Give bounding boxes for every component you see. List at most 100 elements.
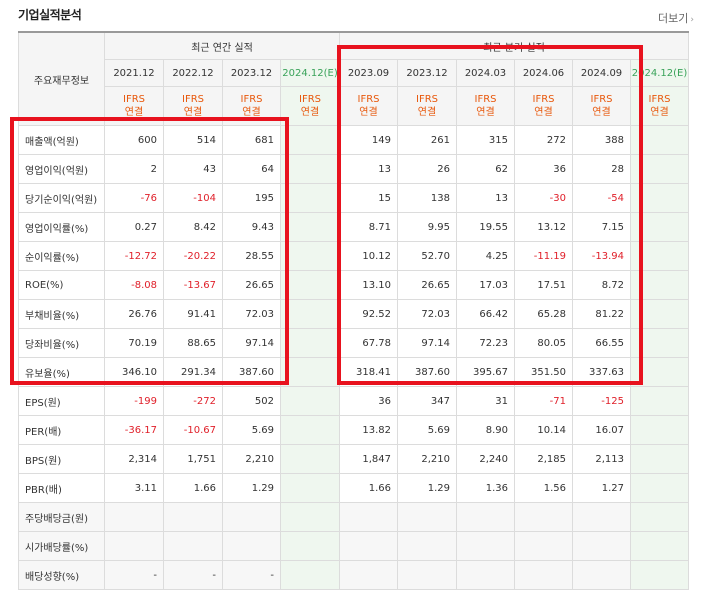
row-label: 당좌비율(%) [18, 328, 105, 358]
table-row: 영업이익(억원) 2 43 64 13 26 62 36 28 [18, 154, 689, 184]
table-cell [630, 531, 689, 561]
table-cell: 13.12 [514, 212, 573, 242]
table-cell: 261 [397, 125, 457, 155]
table-cell: 66.42 [456, 299, 515, 329]
table-cell: 72.23 [456, 328, 515, 358]
row-label: 유보율(%) [18, 357, 105, 387]
table-cell: -30 [514, 183, 573, 213]
row-label: 주당배당금(원) [18, 502, 105, 532]
table-cell [280, 212, 340, 242]
table-row: 주당배당금(원) [18, 502, 689, 532]
table-cell: -12.72 [104, 241, 164, 271]
table-cell: 62 [456, 154, 515, 184]
row-label: BPS(원) [18, 444, 105, 474]
ifrs-header: IFRS 연결 [339, 86, 398, 126]
table-cell [280, 270, 340, 300]
ifrs-label: IFRS [299, 94, 321, 105]
consolidated-label: 연결 [242, 107, 261, 118]
table-cell: 9.95 [397, 212, 457, 242]
table-cell: 97.14 [397, 328, 457, 358]
table-cell: 514 [163, 125, 223, 155]
table-cell [456, 560, 515, 590]
table-row: 영업이익률(%) 0.27 8.42 9.43 8.71 9.95 19.55 13.12 7.… [18, 212, 689, 242]
table-cell: 1.27 [572, 473, 631, 503]
row-label: 순이익률(%) [18, 241, 105, 271]
table-cell: 13 [456, 183, 515, 213]
table-cell [572, 502, 631, 532]
table-row: BPS(원) 2,314 1,751 2,210 1,847 2,210 2,240 2,18… [18, 444, 689, 474]
table-row: 당기순이익(억원) -76 -104 195 15 138 13 -30 -54 [18, 183, 689, 213]
table-cell: 1.36 [456, 473, 515, 503]
table-cell: 97.14 [222, 328, 281, 358]
table-cell [280, 125, 340, 155]
corner-label: 주요재무정보 [18, 31, 105, 126]
consolidated-label: 연결 [300, 107, 320, 118]
table-cell [280, 560, 340, 590]
table-cell: 9.43 [222, 212, 281, 242]
ifrs-label: IFRS [648, 94, 671, 105]
table-row: 매출액(억원) 600 514 681 149 261 315 272 388 [18, 125, 689, 155]
table-cell [630, 386, 689, 416]
ifrs-label: IFRS [182, 94, 204, 105]
table-cell: 8.90 [456, 415, 515, 445]
row-label: EPS(원) [18, 386, 105, 416]
table-cell: 26 [397, 154, 457, 184]
table-cell [514, 502, 573, 532]
table-cell: -104 [163, 183, 223, 213]
table-cell: 81.22 [572, 299, 631, 329]
table-row: 배당성향(%) - - - [18, 560, 689, 590]
table-cell [280, 473, 340, 503]
table-cell: 318.41 [339, 357, 398, 387]
table-cell [630, 444, 689, 474]
table-row: PER(배) -36.17 -10.67 5.69 13.82 5.69 8.90 10.14… [18, 415, 689, 445]
consolidated-label: 연결 [476, 107, 495, 118]
ifrs-header: IFRS 연결 [280, 86, 340, 126]
table-cell [339, 531, 398, 561]
row-label: 영업이익(억원) [18, 154, 105, 184]
table-cell: 2,314 [104, 444, 164, 474]
table-cell [104, 531, 164, 561]
table-cell: 3.11 [104, 473, 164, 503]
table-cell: - [222, 560, 281, 590]
table-cell: 5.69 [222, 415, 281, 445]
row-label: 배당성향(%) [18, 560, 105, 590]
table-cell: 2,113 [572, 444, 631, 474]
ifrs-header: IFRS 연결 [630, 86, 689, 126]
table-cell: 36 [339, 386, 398, 416]
table-cell [397, 560, 457, 590]
table-cell: - [104, 560, 164, 590]
ifrs-header: IFRS 연결 [456, 86, 515, 126]
table-row: PBR(배) 3.11 1.66 1.29 1.66 1.29 1.36 1.56 1.27 [18, 473, 689, 503]
quarterly-group-header: 최근 분기 실적 [339, 31, 689, 60]
table-row: 시가배당률(%) [18, 531, 689, 561]
table-cell [163, 531, 223, 561]
period-header: 2023.09 [339, 59, 398, 87]
table-cell: 65.28 [514, 299, 573, 329]
table-cell: 681 [222, 125, 281, 155]
table-cell: -11.19 [514, 241, 573, 271]
table-cell: 36 [514, 154, 573, 184]
more-link[interactable]: 더보기 › [658, 10, 694, 26]
table-cell: 26.65 [222, 270, 281, 300]
table-cell: 7.15 [572, 212, 631, 242]
consolidated-label: 연결 [359, 107, 378, 118]
table-cell: 387.60 [397, 357, 457, 387]
table-cell [630, 212, 689, 242]
table-cell: 26.76 [104, 299, 164, 329]
more-label: 더보기 [658, 12, 689, 25]
table-cell [280, 357, 340, 387]
table-cell [339, 560, 398, 590]
table-cell: 4.25 [456, 241, 515, 271]
table-cell: -8.08 [104, 270, 164, 300]
table-cell: 88.65 [163, 328, 223, 358]
table-cell [456, 531, 515, 561]
table-cell: 31 [456, 386, 515, 416]
table-cell: 395.67 [456, 357, 515, 387]
table-cell: -125 [572, 386, 631, 416]
table-cell: 17.03 [456, 270, 515, 300]
table-cell: 138 [397, 183, 457, 213]
table-cell [397, 502, 457, 532]
table-cell: 15 [339, 183, 398, 213]
table-cell: -71 [514, 386, 573, 416]
table-cell: 347 [397, 386, 457, 416]
